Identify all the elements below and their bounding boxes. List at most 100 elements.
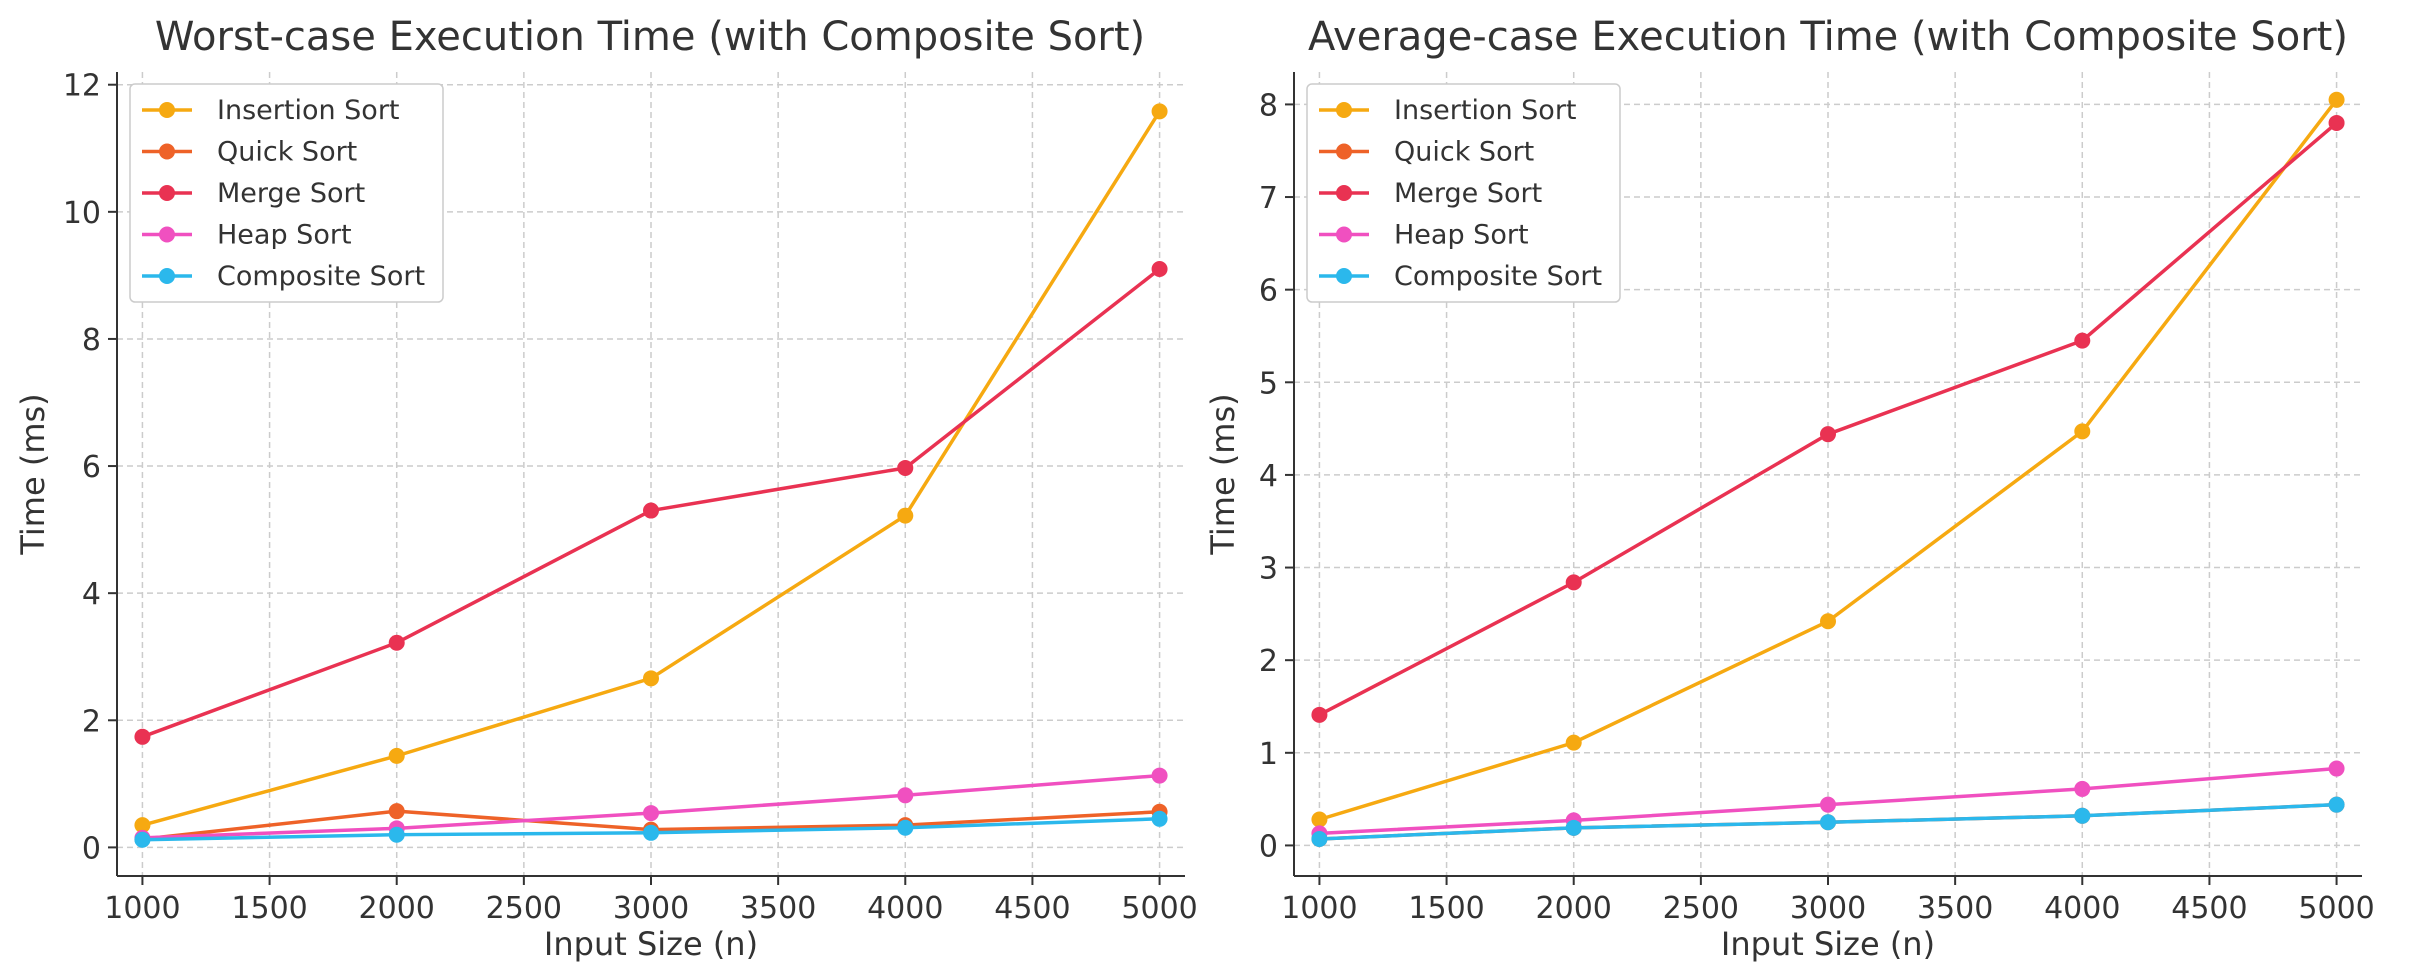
y-tick-label: 10 — [63, 196, 101, 231]
data-point — [1311, 830, 1328, 847]
data-point — [1820, 426, 1836, 443]
legend-entry: Merge Sort — [1394, 178, 1542, 209]
legend-entry: Heap Sort — [1394, 220, 1529, 251]
data-point — [1565, 574, 1582, 591]
chart-2: 1000 1500 2000 2500 3000 3500 4000 4500 5000 0 1 2 3… — [1204, 14, 2375, 963]
chart-1: 1000 1500 2000 2500 3000 3500 4000 4500 5000 0 2 4 6… — [14, 14, 1198, 963]
data-point — [1151, 767, 1168, 784]
x-tick-label: 1500 — [231, 891, 307, 926]
data-point — [1820, 814, 1836, 831]
legend-entry: Merge Sort — [217, 178, 365, 209]
x-tick-label: 2500 — [486, 891, 562, 926]
legend-entry: Insertion Sort — [217, 95, 400, 126]
data-point — [897, 787, 914, 804]
legend-entry: Heap Sort — [217, 220, 352, 251]
legend-marker — [159, 268, 175, 284]
data-point — [643, 824, 659, 841]
x-tick-label: 2500 — [1663, 891, 1739, 926]
x-tick-label: 2000 — [359, 891, 435, 926]
y-tick-label: 6 — [1259, 274, 1278, 309]
series-insertion-sort — [134, 103, 1168, 834]
x-tick-label: 3000 — [1790, 891, 1866, 926]
y-tick-label: 5 — [1259, 366, 1278, 401]
y-tick-label: 6 — [82, 450, 101, 485]
x-tick-label: 5000 — [2298, 891, 2374, 926]
x-axis-label: Input Size (n) — [544, 925, 758, 963]
y-tick-label: 4 — [82, 577, 101, 612]
data-point — [2074, 423, 2091, 440]
legend-entry: Insertion Sort — [1394, 95, 1577, 126]
data-point — [134, 817, 151, 834]
x-tick-label: 1000 — [104, 891, 180, 926]
y-tick-label: 7 — [1259, 181, 1278, 216]
series-composite-sort — [1311, 796, 2345, 847]
x-tick-label: 1000 — [1281, 891, 1357, 926]
y-axis-label: Time (ms) — [1204, 393, 1242, 555]
chart-title: Worst-case Execution Time (with Composit… — [155, 14, 1145, 60]
x-tick-label: 1500 — [1408, 891, 1484, 926]
x-tick-label: 5000 — [1121, 891, 1197, 926]
data-point — [2328, 796, 2345, 813]
data-point — [2074, 332, 2091, 349]
legend-box — [1306, 83, 1621, 303]
data-point — [1820, 613, 1836, 630]
legend-marker — [1336, 102, 1352, 118]
data-point — [643, 670, 659, 687]
legend-entry: Composite Sort — [1394, 261, 1602, 292]
legend-marker — [159, 102, 175, 118]
y-tick-label: 3 — [1259, 552, 1278, 587]
legend-marker — [159, 143, 175, 160]
legend: Insertion Sort Quick Sort Merge Sort Heap S… — [1306, 83, 1621, 303]
series-merge-sort — [1311, 114, 2345, 723]
x-tick-label: 4500 — [2171, 891, 2247, 926]
data-point — [643, 805, 659, 822]
y-tick-label: 8 — [1259, 88, 1278, 123]
data-point — [1565, 819, 1582, 836]
data-point — [134, 831, 151, 848]
data-point — [1311, 706, 1328, 723]
data-point — [2074, 780, 2091, 797]
x-tick-label: 3500 — [740, 891, 816, 926]
legend-box — [129, 83, 444, 303]
y-tick-label: 8 — [82, 323, 101, 358]
data-point — [897, 459, 914, 476]
legend-marker — [1336, 143, 1352, 160]
data-point — [134, 728, 151, 745]
data-point — [388, 634, 405, 651]
y-tick-label: 1 — [1259, 737, 1278, 772]
data-point — [1565, 734, 1582, 751]
x-tick-label: 4500 — [994, 891, 1070, 926]
data-point — [1151, 103, 1168, 120]
x-axis-label: Input Size (n) — [1721, 925, 1935, 963]
data-point — [388, 803, 405, 820]
data-point — [897, 507, 914, 524]
data-point — [2074, 807, 2091, 824]
y-tick-label: 12 — [63, 69, 101, 104]
y-tick-label: 4 — [1259, 459, 1278, 494]
y-tick-label: 0 — [82, 831, 101, 866]
legend-marker — [159, 185, 175, 201]
legend-marker — [1336, 268, 1352, 284]
y-axis-label: Time (ms) — [14, 393, 52, 555]
legend-marker — [159, 226, 175, 243]
series-composite-sort — [134, 810, 1168, 848]
legend-entry: Quick Sort — [1394, 137, 1534, 168]
x-tick-label: 3000 — [613, 891, 689, 926]
x-tick-label: 3500 — [1917, 891, 1993, 926]
x-tick-label: 4000 — [867, 891, 943, 926]
data-point — [643, 502, 659, 519]
data-point — [1151, 810, 1168, 827]
data-point — [1311, 811, 1328, 828]
chart-title: Average-case Execution Time (with Compos… — [1308, 14, 2348, 60]
series-insertion-sort — [1311, 91, 2345, 828]
data-point — [2328, 760, 2345, 777]
legend-entry: Composite Sort — [217, 261, 425, 292]
x-tick-label: 4000 — [2044, 891, 2120, 926]
legend: Insertion Sort Quick Sort Merge Sort Heap S… — [129, 83, 444, 303]
y-tick-label: 2 — [82, 704, 101, 739]
legend-marker — [1336, 185, 1352, 201]
data-point — [897, 819, 914, 836]
y-tick-label: 0 — [1259, 829, 1278, 864]
